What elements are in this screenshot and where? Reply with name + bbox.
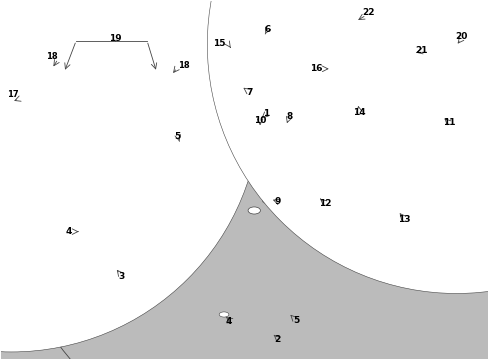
Polygon shape [214,76,244,104]
Bar [69,214,140,270]
Polygon shape [34,64,51,78]
Text: 11: 11 [442,118,455,127]
Text: 5: 5 [292,316,299,325]
Text: 2: 2 [274,335,280,344]
Ellipse shape [216,137,228,144]
Ellipse shape [163,259,175,266]
Ellipse shape [163,145,175,152]
Ellipse shape [213,309,234,320]
Bar [10,10,212,173]
Ellipse shape [262,198,273,204]
Polygon shape [253,33,273,58]
Ellipse shape [70,226,92,238]
Text: 5: 5 [174,132,180,141]
Ellipse shape [306,74,328,103]
Ellipse shape [211,210,233,222]
Text: 17: 17 [7,90,19,99]
Ellipse shape [179,103,192,110]
Text: 6: 6 [264,25,270,34]
Circle shape [5,0,488,360]
Circle shape [207,0,488,293]
Text: 12: 12 [318,199,330,208]
Ellipse shape [216,212,228,219]
Text: 21: 21 [414,46,427,55]
Ellipse shape [211,134,233,147]
Ellipse shape [385,207,407,219]
Ellipse shape [158,256,179,269]
Text: 14: 14 [352,108,365,117]
Text: 7: 7 [245,87,252,96]
Ellipse shape [391,210,401,216]
Ellipse shape [243,204,265,217]
Ellipse shape [436,112,447,119]
Text: 4: 4 [66,227,72,236]
Ellipse shape [173,100,198,113]
Ellipse shape [275,122,296,134]
Text: 3: 3 [118,271,124,280]
Bar [234,119,288,185]
Ellipse shape [27,111,52,124]
Ellipse shape [33,114,46,121]
Ellipse shape [320,64,341,75]
Polygon shape [61,90,159,126]
Text: 16: 16 [310,64,322,73]
Ellipse shape [172,140,194,153]
Ellipse shape [280,125,291,131]
Ellipse shape [48,90,75,126]
Text: 19: 19 [109,34,122,43]
Polygon shape [149,71,164,85]
Ellipse shape [325,66,337,73]
Polygon shape [170,64,187,78]
Text: 22: 22 [362,8,374,17]
Circle shape [0,0,260,352]
Text: 18: 18 [46,52,58,61]
Bar [305,154,338,199]
Ellipse shape [252,131,265,138]
Ellipse shape [76,229,86,235]
Ellipse shape [270,123,292,136]
Text: 18: 18 [177,61,189,70]
Ellipse shape [177,143,189,150]
Ellipse shape [247,207,260,214]
Ellipse shape [158,142,179,155]
Ellipse shape [101,229,110,235]
Ellipse shape [431,109,451,122]
Ellipse shape [384,74,406,103]
Text: 9: 9 [274,197,280,206]
Bar [253,126,293,157]
Ellipse shape [145,90,172,126]
Text: 10: 10 [253,116,266,125]
Text: 15: 15 [213,39,225,48]
Text: 1: 1 [263,109,269,118]
Polygon shape [219,45,242,74]
Text: 4: 4 [225,317,232,326]
Text: 20: 20 [454,32,467,41]
Ellipse shape [95,226,116,238]
Bar [261,294,293,335]
Ellipse shape [170,240,182,247]
Text: 8: 8 [286,112,292,121]
Polygon shape [56,71,72,85]
Polygon shape [277,10,361,39]
Ellipse shape [275,126,287,133]
Polygon shape [317,74,395,103]
Text: 13: 13 [397,215,410,224]
Ellipse shape [255,194,280,207]
Ellipse shape [247,128,270,140]
Ellipse shape [165,238,186,250]
Ellipse shape [219,312,228,317]
